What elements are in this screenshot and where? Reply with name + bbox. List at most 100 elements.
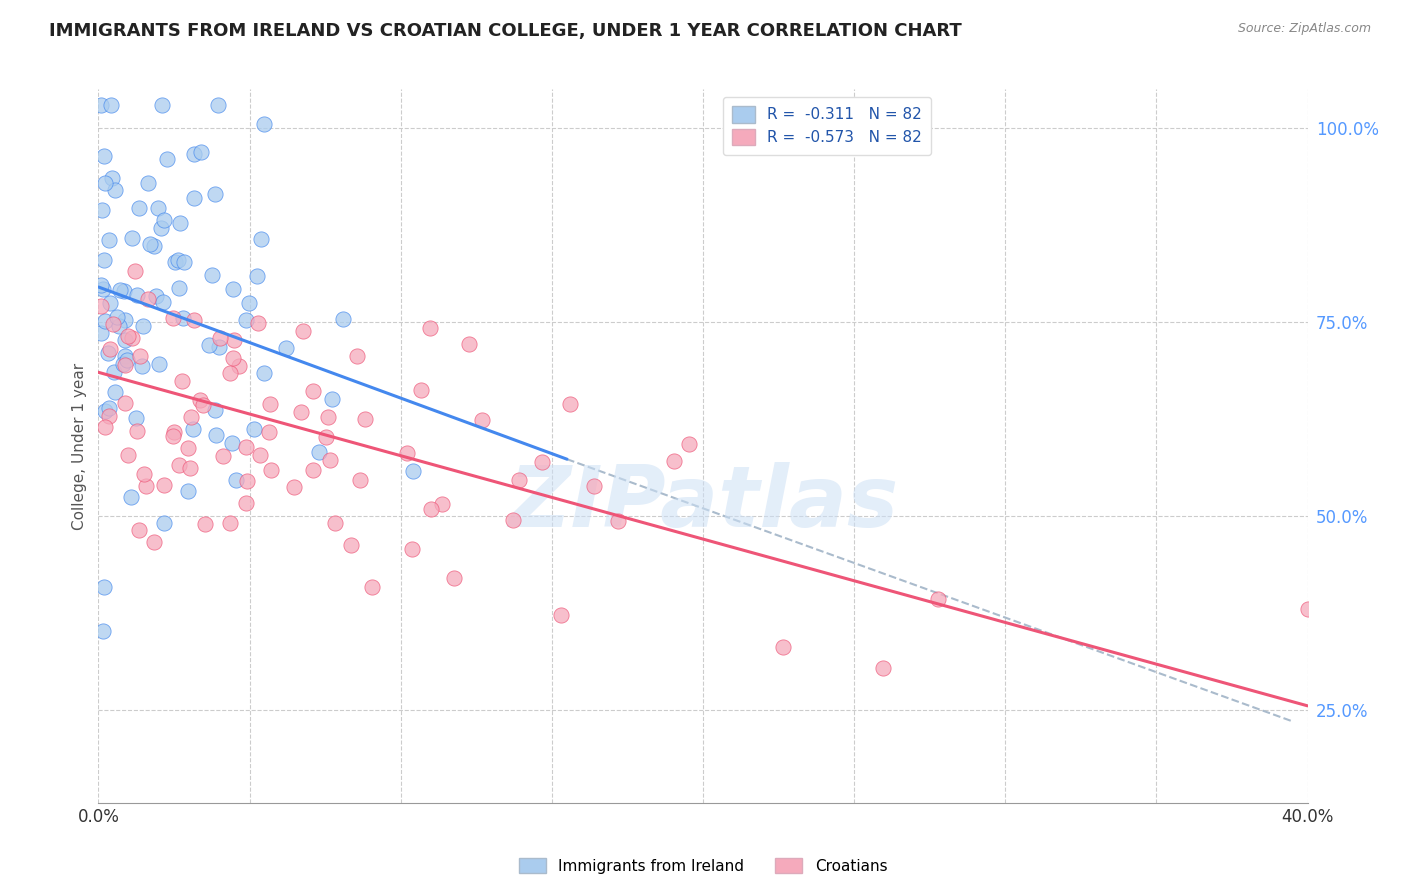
Point	[90, 277, 112, 292]
Point	[225, 473, 247, 487]
Point	[253, 367, 276, 381]
Point	[165, 255, 187, 269]
Text: IMMIGRANTS FROM IRELAND VS CROATIAN COLLEGE, UNDER 1 YEAR CORRELATION CHART: IMMIGRANTS FROM IRELAND VS CROATIAN COLL…	[49, 22, 962, 40]
Point	[149, 221, 172, 235]
Point	[361, 580, 384, 594]
Point	[112, 284, 135, 298]
Point	[458, 336, 481, 351]
Point	[606, 514, 628, 528]
Point	[180, 410, 202, 425]
Point	[207, 97, 229, 112]
Point	[114, 349, 136, 363]
Point	[98, 343, 121, 357]
Point	[222, 333, 245, 347]
Point	[132, 318, 155, 333]
Point	[98, 401, 121, 416]
Point	[772, 640, 794, 655]
Point	[221, 436, 243, 450]
Point	[471, 413, 494, 427]
Point	[146, 201, 169, 215]
Point	[274, 341, 297, 355]
Point	[169, 216, 191, 230]
Point	[93, 581, 115, 595]
Point	[204, 403, 226, 417]
Point	[173, 255, 195, 269]
Text: ZIPatlas: ZIPatlas	[508, 461, 898, 545]
Point	[190, 145, 212, 159]
Point	[236, 475, 259, 489]
Point	[346, 349, 368, 363]
Point	[136, 292, 159, 306]
Point	[97, 409, 120, 424]
Point	[114, 358, 136, 372]
Point	[402, 464, 425, 478]
Point	[678, 437, 700, 451]
Point	[138, 236, 160, 251]
Point	[152, 478, 174, 492]
Point	[249, 449, 271, 463]
Point	[243, 422, 266, 436]
Point	[401, 541, 423, 556]
Point	[208, 331, 231, 345]
Point	[212, 450, 235, 464]
Point	[430, 496, 453, 510]
Point	[169, 458, 191, 472]
Point	[190, 392, 212, 407]
Point	[162, 310, 184, 325]
Point	[138, 177, 160, 191]
Point	[502, 513, 524, 527]
Point	[94, 176, 117, 190]
Point	[120, 490, 142, 504]
Point	[90, 326, 112, 340]
Point	[103, 365, 125, 379]
Point	[204, 186, 226, 201]
Point	[198, 338, 221, 352]
Point	[104, 384, 127, 399]
Point	[260, 463, 283, 477]
Legend: Immigrants from Ireland, Croatians: Immigrants from Ireland, Croatians	[513, 852, 893, 880]
Point	[183, 146, 205, 161]
Point	[153, 516, 176, 530]
Point	[247, 316, 270, 330]
Point	[93, 252, 115, 267]
Point	[125, 411, 148, 425]
Point	[114, 313, 136, 327]
Point	[152, 295, 174, 310]
Point	[91, 203, 114, 218]
Point	[108, 283, 131, 297]
Point	[321, 392, 343, 406]
Point	[94, 404, 117, 418]
Point	[100, 97, 122, 112]
Point	[316, 410, 339, 425]
Point	[560, 397, 582, 411]
Point	[156, 152, 179, 166]
Point	[104, 183, 127, 197]
Point	[292, 324, 315, 338]
Point	[91, 624, 114, 639]
Point	[90, 299, 112, 313]
Point	[183, 191, 205, 205]
Point	[172, 310, 194, 325]
Point	[927, 592, 949, 607]
Point	[93, 420, 115, 434]
Point	[235, 312, 257, 326]
Legend: R =  -0.311   N = 82, R =  -0.573   N = 82: R = -0.311 N = 82, R = -0.573 N = 82	[723, 97, 931, 154]
Point	[153, 213, 176, 227]
Point	[253, 117, 276, 131]
Point	[98, 296, 121, 310]
Point	[121, 230, 143, 244]
Point	[419, 320, 441, 334]
Point	[125, 424, 148, 438]
Point	[105, 310, 128, 325]
Point	[193, 398, 215, 412]
Point	[409, 383, 432, 397]
Point	[121, 331, 143, 345]
Point	[162, 428, 184, 442]
Point	[872, 660, 894, 674]
Point	[201, 268, 224, 282]
Point	[150, 97, 173, 112]
Point	[114, 333, 136, 347]
Point	[353, 411, 375, 425]
Point	[308, 445, 330, 459]
Point	[301, 384, 323, 398]
